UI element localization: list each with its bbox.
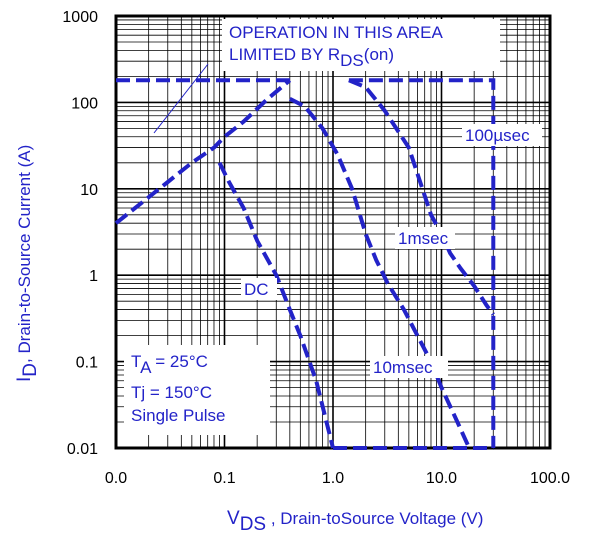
annotation-rds-main: LIMITED BY R	[229, 45, 340, 64]
y-tick-label: 0.1	[76, 355, 98, 372]
annotation-rds-suffix: (on)	[364, 45, 394, 64]
annotation-background	[222, 19, 500, 71]
curve-label-dc: DC	[244, 280, 269, 299]
annotation-line-1: OPERATION IN THIS AREA	[229, 23, 443, 42]
x-axis-title-rest: , Drain-toSource Voltage (V)	[266, 509, 483, 528]
curve-label-bg	[370, 356, 448, 378]
series-dc	[217, 161, 335, 449]
x-tick-label: 0.0	[105, 470, 127, 487]
curve-label-100-sec: 100µsec	[465, 126, 530, 145]
curve-label-1msec: 1msec	[398, 229, 449, 248]
curve-label-bg	[241, 278, 277, 300]
x-axis-title: VDS , Drain-toSource Voltage (V)	[227, 508, 483, 534]
condition-ta: TA = 25°C	[131, 352, 208, 377]
curve-label-10msec: 10msec	[373, 358, 433, 377]
x-tick-label: 1.0	[322, 470, 344, 487]
annotation-rds-sub: DS	[340, 51, 364, 70]
y-tick-label: 1	[89, 268, 98, 285]
annotation-pointer	[153, 63, 209, 134]
x-axis-title-main: V	[227, 508, 240, 529]
condition-ta-rest: = 25°C	[151, 352, 208, 371]
y-tick-label: 1000	[62, 9, 98, 26]
series-10msec	[288, 97, 472, 449]
condition-tj: Tj = 150°C	[131, 383, 212, 402]
y-axis-title: ID, Drain-to-Source Current (A)	[14, 145, 41, 382]
condition-ta-main: T	[131, 352, 141, 371]
curve-label-bg	[462, 124, 542, 146]
y-tick-labels: 0.01 0.1 1 10 100 1000	[62, 9, 98, 458]
x-axis-title-sub: DS	[240, 514, 266, 534]
curve-labels: 100µsec 1msec 10msec DC	[241, 124, 542, 378]
series-rds-on-limit	[114, 78, 292, 225]
conditions-background	[124, 345, 270, 435]
series-1msec	[348, 78, 495, 316]
y-tick-label: 10	[80, 182, 98, 199]
y-axis-title-main: I	[14, 377, 35, 382]
x-tick-labels: 0.0 0.1 1.0 10.0 100.0	[105, 470, 570, 487]
y-tick-label: 0.01	[67, 441, 98, 458]
x-tick-label: 100.0	[530, 470, 570, 487]
condition-pulse: Single Pulse	[131, 406, 226, 425]
y-axis-title-rest: , Drain-to-Source Current (A)	[15, 145, 34, 363]
x-tick-label: 10.0	[426, 470, 457, 487]
curve-label-bg	[395, 227, 455, 249]
condition-ta-sub: A	[140, 358, 152, 377]
x-tick-label: 0.1	[213, 470, 235, 487]
y-tick-label: 100	[71, 95, 98, 112]
y-axis-title-sub: D	[20, 363, 41, 377]
series-100-sec	[348, 78, 496, 448]
annotation-line-2: LIMITED BY RDS(on)	[229, 45, 394, 70]
series-group	[114, 78, 496, 450]
